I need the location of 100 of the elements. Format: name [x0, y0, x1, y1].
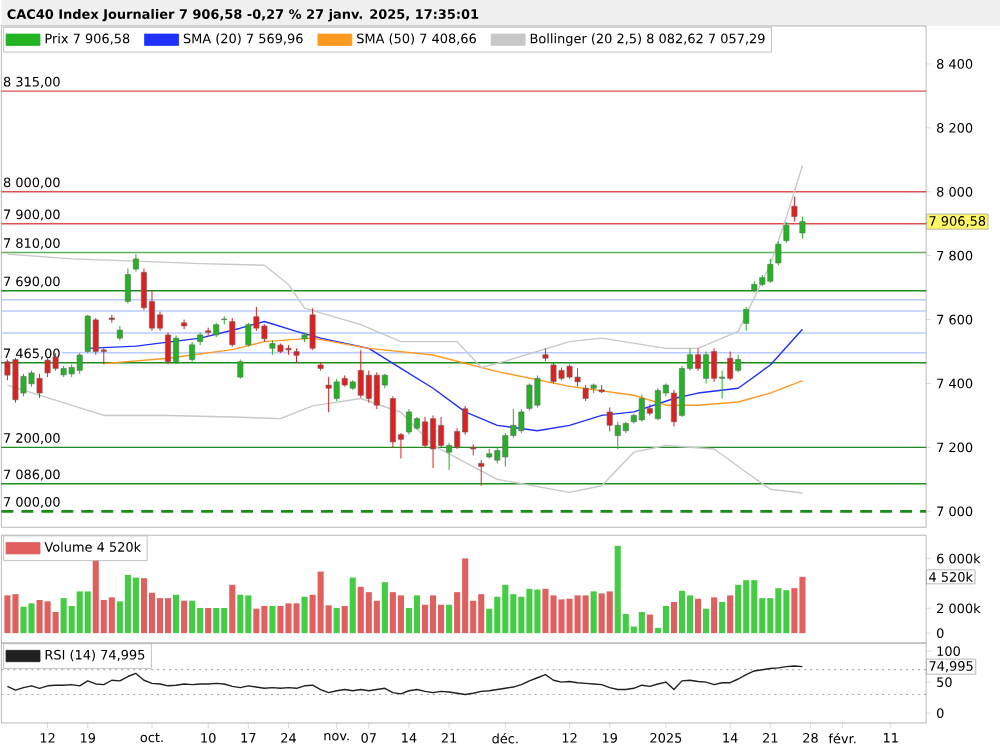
bar: [542, 588, 549, 634]
candlestick: [695, 347, 701, 372]
bar: [12, 594, 19, 634]
candlestick: [389, 395, 396, 448]
bar: [76, 591, 83, 634]
bar: [590, 591, 597, 634]
bar: [36, 599, 43, 634]
bar: [670, 601, 677, 634]
bar: [229, 584, 236, 634]
candlestick: [783, 221, 790, 244]
bar: [60, 598, 67, 634]
bar: [44, 601, 51, 634]
bar: [261, 605, 268, 634]
bar: [751, 580, 758, 634]
candlestick: [791, 196, 798, 222]
bar: [269, 605, 276, 634]
candlestick: [357, 349, 364, 399]
candlestick: [550, 362, 557, 384]
candlestick: [309, 307, 316, 351]
bar: [413, 595, 421, 634]
bar: [373, 600, 380, 634]
candlestick: [36, 373, 43, 399]
candlestick: [365, 370, 372, 404]
candlestick: [638, 394, 645, 423]
candlestick: [189, 341, 196, 364]
candlestick: [165, 331, 171, 365]
candlestick: [92, 317, 99, 356]
bar: [164, 598, 172, 634]
candlestick: [727, 350, 734, 381]
line-series: [6, 164, 804, 369]
bar: [534, 589, 541, 634]
candlestick: [237, 358, 244, 380]
candlestick: [711, 347, 718, 383]
bar: [132, 577, 139, 634]
candlestick: [124, 267, 131, 305]
bar: [478, 594, 485, 634]
bar: [727, 595, 734, 634]
bar: [189, 600, 196, 634]
bar: [301, 596, 308, 634]
bar: [799, 576, 806, 634]
bar: [156, 598, 164, 634]
candlestick: [775, 240, 782, 266]
candlestick: [478, 459, 485, 487]
candlestick: [438, 416, 445, 448]
bar: [381, 582, 388, 634]
bar: [124, 574, 131, 634]
candlestick: [373, 371, 380, 410]
line-series: [87, 320, 804, 432]
bar: [606, 591, 613, 634]
bar: [646, 614, 653, 634]
bar: [253, 608, 260, 634]
bar: [502, 584, 509, 634]
bar: [397, 595, 404, 634]
bar: [550, 595, 557, 634]
bar: [92, 556, 99, 634]
candlestick: [325, 376, 332, 413]
candlestick: [743, 306, 750, 332]
bar: [678, 590, 686, 634]
candlestick: [534, 374, 541, 408]
bar: [349, 577, 356, 634]
candlestick: [173, 334, 180, 365]
bar: [446, 604, 453, 634]
candlestick: [245, 322, 252, 348]
bar: [357, 586, 364, 634]
bar: [317, 571, 324, 634]
bar: [743, 580, 750, 634]
candlestick: [84, 314, 91, 354]
candlestick: [799, 216, 806, 239]
bar: [694, 598, 702, 634]
bar: [221, 607, 228, 634]
bar: [28, 603, 35, 634]
bar: [703, 608, 710, 634]
candlestick: [654, 387, 661, 421]
bar: [237, 594, 244, 634]
bar: [558, 599, 565, 634]
bar: [108, 597, 115, 634]
bar: [333, 607, 340, 634]
bar: [293, 603, 300, 634]
bar: [389, 592, 396, 634]
bar: [181, 600, 188, 634]
bar: [598, 593, 605, 634]
bar: [285, 603, 292, 634]
bar: [783, 590, 790, 634]
candlestick: [229, 317, 236, 348]
bar: [140, 578, 147, 634]
candlestick: [703, 350, 710, 384]
bar: [20, 606, 27, 634]
bar: [518, 596, 525, 634]
candlestick: [12, 357, 19, 404]
bar: [775, 588, 782, 634]
bar: [614, 545, 621, 634]
candlestick: [526, 382, 533, 412]
bar: [173, 594, 180, 634]
bar: [213, 607, 220, 634]
candlestick: [606, 406, 613, 432]
candlestick: [44, 357, 51, 378]
candlestick: [518, 408, 525, 434]
bar: [662, 605, 669, 634]
bar: [365, 592, 372, 634]
bar: [686, 595, 694, 634]
